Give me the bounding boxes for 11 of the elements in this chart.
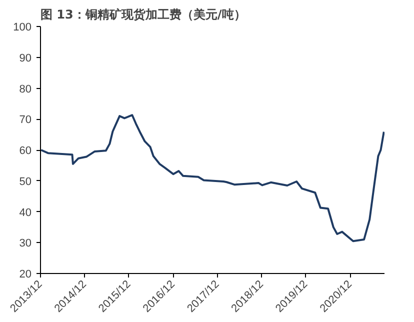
y-tick-label: 70 — [19, 114, 32, 126]
y-tick-label: 90 — [19, 52, 32, 64]
y-tick-label: 20 — [19, 268, 32, 280]
y-tick-label: 80 — [19, 83, 32, 96]
chart-title: 图 13：铜精矿现货加工费（美元/吨） — [40, 8, 246, 22]
y-tick-label: 100 — [13, 22, 32, 34]
y-tick-label: 30 — [19, 238, 32, 250]
line-series — [40, 114, 384, 242]
y-tick-label: 50 — [19, 176, 32, 188]
y-tick-label: 60 — [19, 145, 32, 157]
y-tick-label: 40 — [19, 206, 32, 219]
